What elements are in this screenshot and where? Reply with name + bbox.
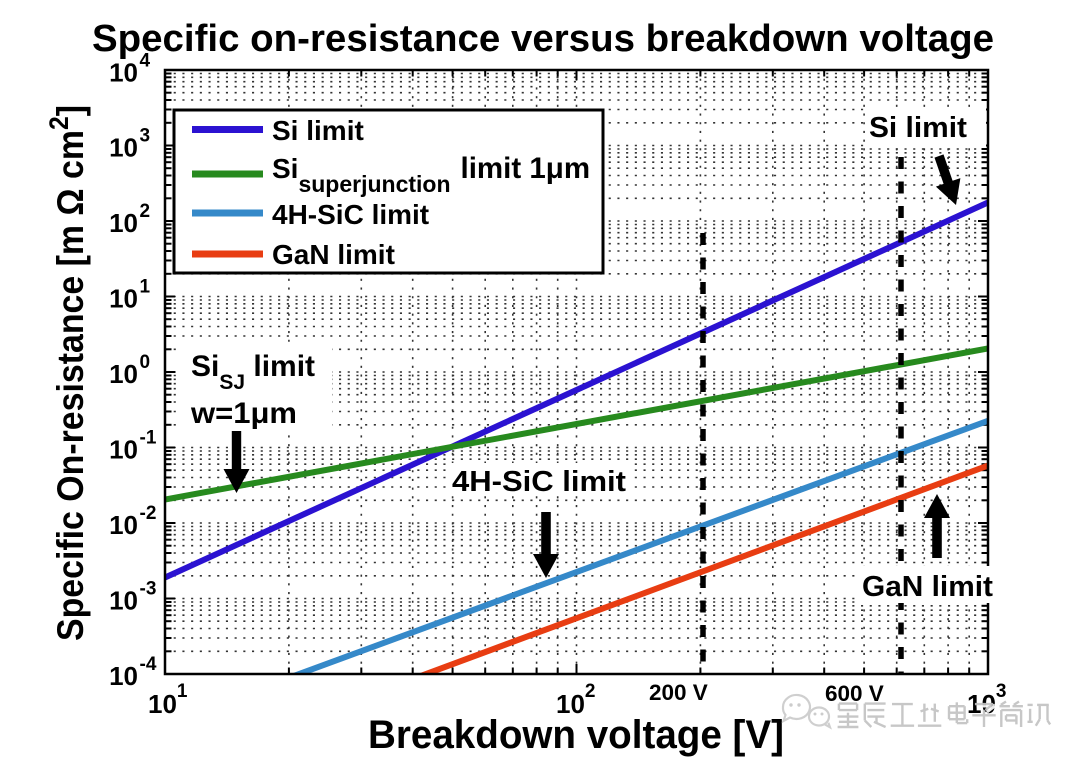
svg-text:600 V: 600 V (825, 681, 884, 706)
svg-text:4: 4 (140, 51, 151, 72)
svg-text:Si limit: Si limit (869, 112, 967, 144)
svg-text:10: 10 (109, 510, 138, 540)
svg-text:10: 10 (109, 586, 138, 616)
svg-text:4H-SiC limit: 4H-SiC limit (452, 466, 626, 498)
svg-text:10: 10 (109, 359, 138, 389)
svg-text:10: 10 (109, 58, 138, 88)
svg-text:-2: -2 (140, 503, 157, 524)
svg-text:3: 3 (140, 126, 151, 147)
svg-text:10: 10 (109, 133, 138, 163)
svg-text:10: 10 (109, 284, 138, 314)
svg-text:-4: -4 (140, 654, 157, 675)
svg-text:2: 2 (140, 201, 151, 222)
svg-text:GaN limit: GaN limit (862, 571, 993, 603)
svg-text:GaN limit: GaN limit (272, 239, 395, 270)
svg-text:10: 10 (109, 661, 138, 691)
svg-text:Specific on-resistance versus: Specific on-resistance versus breakdown … (92, 18, 994, 60)
svg-text:10: 10 (109, 208, 138, 238)
svg-text:-1: -1 (140, 428, 157, 449)
svg-text:Specific On-resistance [m Ω cm: Specific On-resistance [m Ω cm2] (44, 105, 91, 641)
svg-text:1: 1 (140, 277, 151, 298)
svg-text:w=1μm: w=1μm (190, 397, 297, 430)
svg-text:Breakdown voltage [V]: Breakdown voltage [V] (368, 713, 784, 757)
svg-text:10: 10 (109, 435, 138, 465)
svg-text:4H-SiC limit: 4H-SiC limit (272, 199, 429, 230)
svg-text:0: 0 (140, 352, 151, 373)
svg-text:-3: -3 (140, 579, 157, 600)
svg-text:Si limit: Si limit (272, 115, 364, 146)
svg-text:200 V: 200 V (649, 680, 708, 705)
